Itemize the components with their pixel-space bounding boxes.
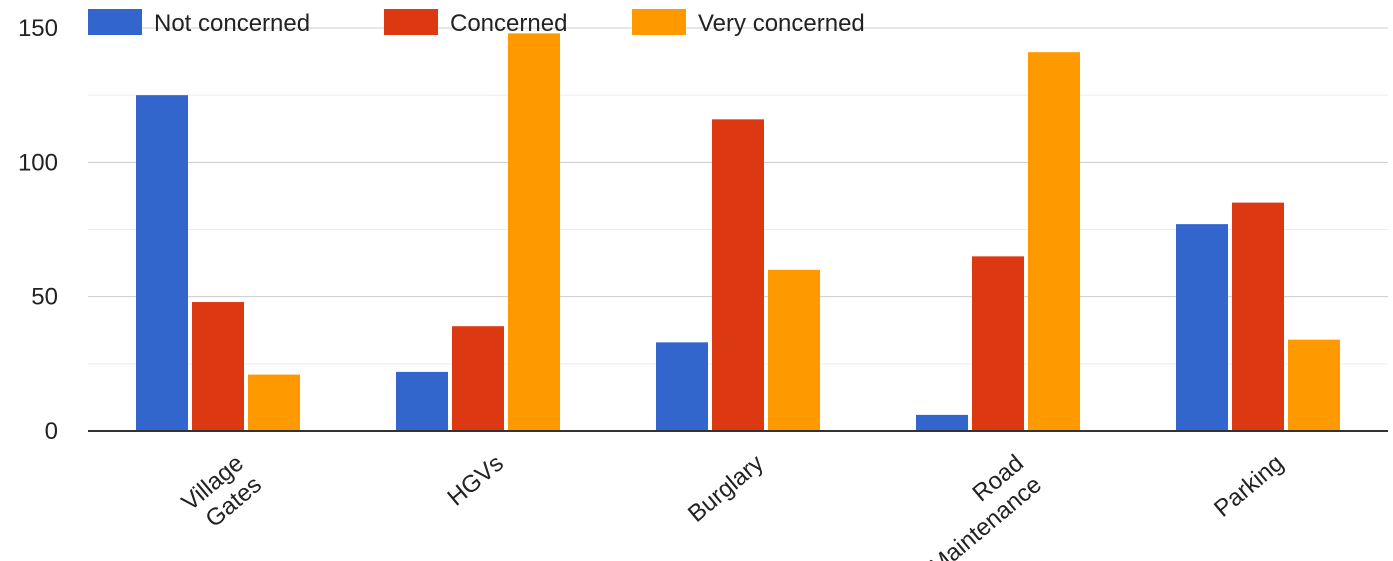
bar-concerned xyxy=(192,302,244,431)
legend: Not concerned Concerned Very concerned xyxy=(88,9,865,37)
y-tick-label: 150 xyxy=(18,15,58,42)
legend-label-concerned: Concerned xyxy=(450,10,567,37)
y-axis-tick-labels: 0 50 100 150 xyxy=(18,15,58,445)
legend-label-very-concerned: Very concerned xyxy=(698,10,865,37)
legend-swatch-very-concerned xyxy=(632,9,686,35)
bar-not-concerned xyxy=(1176,224,1228,431)
x-category-label: HGVs xyxy=(442,450,508,512)
x-category-label: RoadMaintenance xyxy=(906,450,1047,561)
bar-very-concerned xyxy=(1288,339,1340,431)
y-tick-label: 0 xyxy=(45,418,58,445)
bar-very-concerned xyxy=(1028,52,1080,432)
bar-concerned xyxy=(1232,202,1284,431)
bar-not-concerned xyxy=(396,371,448,431)
legend-swatch-concerned xyxy=(384,9,438,35)
bar-very-concerned xyxy=(768,269,820,431)
bar-very-concerned xyxy=(248,374,300,431)
bar-concerned xyxy=(712,119,764,431)
legend-label-not-concerned: Not concerned xyxy=(154,10,310,37)
x-axis-category-labels: VillageGates HGVs Burglary RoadMaintenance P… xyxy=(177,450,1289,561)
legend-swatch-not-concerned xyxy=(88,9,142,35)
y-tick-label: 50 xyxy=(31,284,58,311)
x-category-label: Burglary xyxy=(683,450,769,528)
bar-not-concerned xyxy=(916,414,968,431)
bar-not-concerned xyxy=(136,95,188,432)
bar-concerned xyxy=(972,256,1024,431)
x-category-label: VillageGates xyxy=(177,450,267,538)
y-tick-label: 100 xyxy=(18,149,58,176)
x-category-label: Parking xyxy=(1209,450,1289,523)
bar-concerned xyxy=(452,326,504,431)
bar-very-concerned xyxy=(508,33,560,432)
bars xyxy=(136,33,1340,432)
bar-not-concerned xyxy=(656,342,708,431)
